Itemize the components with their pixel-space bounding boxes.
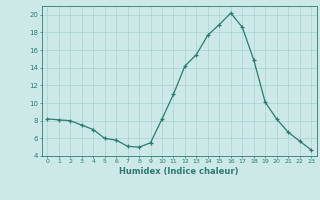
X-axis label: Humidex (Indice chaleur): Humidex (Indice chaleur): [119, 167, 239, 176]
